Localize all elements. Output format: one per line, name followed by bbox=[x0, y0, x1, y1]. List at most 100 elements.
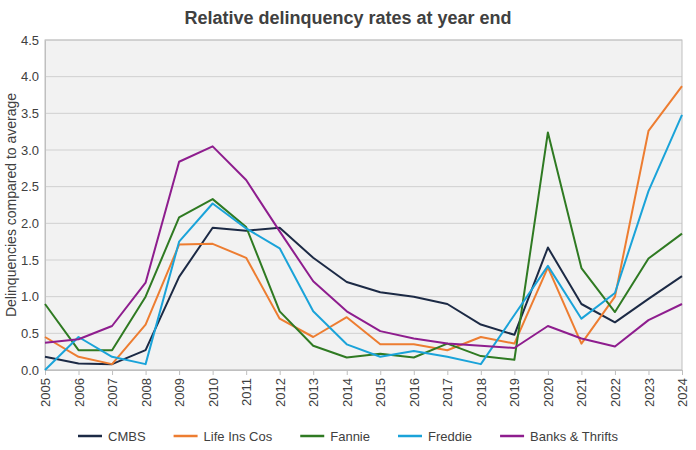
x-tick: 2005 bbox=[38, 370, 53, 407]
title: Relative delinquency rates at year end bbox=[184, 8, 511, 28]
y-tick: 4.5 bbox=[21, 33, 45, 48]
series-line bbox=[45, 115, 682, 370]
x-tick: 2012 bbox=[273, 370, 288, 407]
legend-item: Freddie bbox=[398, 429, 472, 444]
x-tick-label: 2009 bbox=[172, 378, 187, 407]
x-tick-label: 2024 bbox=[675, 378, 690, 407]
x-tick-mark bbox=[581, 370, 582, 375]
x-tick-mark bbox=[414, 370, 415, 375]
x-tick-label: 2008 bbox=[139, 378, 154, 407]
x-tick-label: 2016 bbox=[407, 378, 422, 407]
y-tick: 4.0 bbox=[21, 69, 45, 84]
x-tick-mark bbox=[481, 370, 482, 375]
plot: 0.00.51.01.52.02.53.03.54.04.52005200620… bbox=[21, 33, 690, 407]
series-group bbox=[45, 86, 682, 370]
x-tick-label: 2012 bbox=[273, 378, 288, 407]
legend-swatch bbox=[78, 435, 102, 438]
series-line bbox=[45, 86, 682, 364]
legend-item: Banks & Thrifts bbox=[500, 429, 618, 444]
legend-item: Fannie bbox=[300, 429, 370, 444]
x-tick-label: 2018 bbox=[474, 378, 489, 407]
x-tick-mark bbox=[548, 370, 549, 375]
x-tick-mark bbox=[213, 370, 214, 375]
y-tick-label: 4.5 bbox=[21, 33, 39, 48]
x-tick-mark bbox=[380, 370, 381, 375]
x-tick-label: 2023 bbox=[642, 378, 657, 407]
legend-swatch bbox=[174, 435, 198, 438]
legend-item: CMBS bbox=[78, 429, 146, 444]
x-axis-line bbox=[46, 371, 683, 376]
x-tick-label: 2007 bbox=[105, 378, 120, 407]
y-tick: 3.0 bbox=[21, 143, 45, 158]
legend-swatch bbox=[500, 435, 524, 438]
x-tick: 2017 bbox=[440, 370, 455, 407]
legend-swatch bbox=[398, 435, 422, 438]
x-tick-mark bbox=[313, 370, 314, 375]
x-tick: 2007 bbox=[105, 370, 120, 407]
x-tick-mark bbox=[246, 370, 247, 375]
legend-label: Life Ins Cos bbox=[204, 429, 273, 444]
grid-line bbox=[45, 260, 682, 261]
y-tick-label: 2.0 bbox=[21, 216, 39, 231]
x-tick-label: 2021 bbox=[574, 378, 589, 407]
legend-label: CMBS bbox=[108, 429, 146, 444]
series-line bbox=[45, 132, 682, 359]
grid-line bbox=[45, 333, 682, 334]
x-tick: 2011 bbox=[239, 370, 254, 406]
legend-swatch bbox=[300, 435, 324, 438]
legend-label: Fannie bbox=[330, 429, 370, 444]
y-tick-label: 2.5 bbox=[21, 179, 39, 194]
y-axis-title: Delinquencies compared to average bbox=[3, 93, 19, 317]
y-axis-line bbox=[45, 41, 46, 371]
y-tick-label: 0.5 bbox=[21, 326, 39, 341]
grid-line bbox=[45, 76, 682, 77]
x-tick: 2009 bbox=[172, 370, 187, 407]
y-tick: 1.0 bbox=[21, 289, 45, 304]
x-tick-label: 2006 bbox=[72, 378, 87, 407]
x-tick-mark bbox=[146, 370, 147, 375]
plot-frame bbox=[45, 40, 682, 370]
grid-line bbox=[45, 223, 682, 224]
x-tick: 2014 bbox=[340, 370, 355, 407]
x-tick-label: 2011 bbox=[239, 378, 254, 406]
grid-line bbox=[45, 113, 682, 114]
y-tick-label: 4.0 bbox=[21, 69, 39, 84]
grid-line bbox=[45, 186, 682, 187]
x-tick-mark bbox=[447, 370, 448, 375]
y-axis: 0.00.51.01.52.02.53.03.54.04.5 bbox=[21, 33, 46, 378]
y-tick-label: 1.0 bbox=[21, 289, 39, 304]
x-axis: 2005 2006 2007 2008 2009 2010 2011 2012 2013 2014… bbox=[38, 370, 690, 407]
x-tick: 2019 bbox=[507, 370, 522, 407]
x-tick: 2022 bbox=[608, 370, 623, 407]
x-tick: 2020 bbox=[541, 370, 556, 407]
x-tick-mark bbox=[615, 370, 616, 375]
x-tick-label: 2022 bbox=[608, 378, 623, 407]
x-tick-mark bbox=[79, 370, 80, 375]
x-tick: 2018 bbox=[474, 370, 489, 407]
y-tick-label: 0.0 bbox=[21, 363, 39, 378]
series-line bbox=[45, 146, 682, 348]
x-tick-label: 2005 bbox=[38, 378, 53, 407]
y-tick: 0.0 bbox=[21, 363, 45, 378]
x-tick-label: 2017 bbox=[440, 378, 455, 407]
y-tick: 0.5 bbox=[21, 326, 45, 341]
y-tick-label: 3.5 bbox=[21, 106, 39, 121]
grid-line bbox=[45, 150, 682, 151]
x-tick: 2006 bbox=[72, 370, 87, 407]
x-tick: 2008 bbox=[139, 370, 154, 407]
x-tick-mark bbox=[280, 370, 281, 375]
legend: CMBS Life Ins Cos Fannie Freddie Banks & Thr… bbox=[78, 429, 618, 444]
x-tick-label: 2020 bbox=[541, 378, 556, 407]
x-tick: 2010 bbox=[206, 370, 221, 407]
x-tick-label: 2013 bbox=[306, 378, 321, 407]
x-tick: 2023 bbox=[642, 370, 657, 407]
x-tick-label: 2019 bbox=[507, 378, 522, 407]
y-tick: 3.5 bbox=[21, 106, 45, 121]
x-tick: 2021 bbox=[574, 370, 589, 407]
y-tick: 2.5 bbox=[21, 179, 45, 194]
x-tick-mark bbox=[347, 370, 348, 375]
x-tick: 2016 bbox=[407, 370, 422, 407]
grid bbox=[45, 40, 682, 370]
x-tick: 2015 bbox=[373, 370, 388, 407]
x-tick: 2013 bbox=[306, 370, 321, 407]
